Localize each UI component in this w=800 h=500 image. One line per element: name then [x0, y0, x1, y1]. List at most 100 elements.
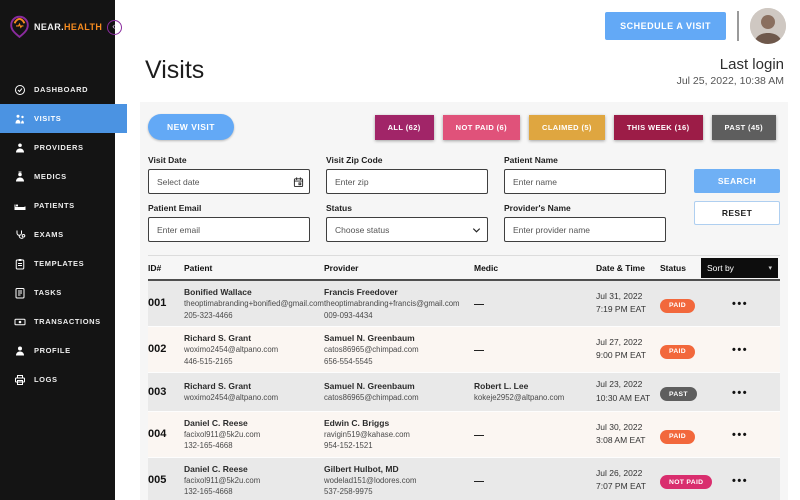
visit-zip-input[interactable] [326, 169, 488, 194]
patient-email-input[interactable] [148, 217, 310, 242]
table-body: 001Bonified Wallacetheoptimabranding+bon… [148, 281, 780, 500]
profile-icon [13, 344, 26, 357]
provider-phone: 656-554-5545 [324, 356, 474, 367]
provider-phone: 537-258-9975 [324, 486, 474, 497]
row-actions-button[interactable]: ••• [732, 387, 748, 399]
sidebar-item-tasks[interactable]: TASKS [0, 278, 115, 307]
tab-claimed[interactable]: CLAIMED (5) [529, 115, 605, 140]
sort-by-dropdown[interactable]: Sort by▾ [701, 258, 778, 278]
patient-email: theoptimabranding+bonified@gmail.com [184, 298, 324, 309]
patient-name: Daniel C. Reese [184, 417, 324, 429]
visit-date: Jul 26, 2022 [596, 467, 660, 481]
sidebar-item-patients[interactable]: PATIENTS [0, 191, 115, 220]
calendar-icon [293, 176, 304, 187]
patients-icon [13, 199, 26, 212]
visit-time: 7:07 PM EAT [596, 480, 660, 494]
exams-icon [13, 228, 26, 241]
patient-name-input[interactable] [504, 169, 666, 194]
provider-email: ravigin519@kahase.com [324, 429, 474, 440]
medics-icon [13, 170, 26, 183]
sidebar-item-label: DASHBOARD [34, 85, 88, 94]
row-actions-button[interactable]: ••• [732, 344, 748, 356]
tab-past[interactable]: PAST (45) [712, 115, 776, 140]
provider-email: catos86965@chimpad.com [324, 392, 474, 403]
visit-datetime: Jul 31, 20227:19 PM EAT [596, 290, 660, 317]
provider-cell: Gilbert Hulbot, MDwodelad151@lodores.com… [324, 463, 474, 498]
main-area: SCHEDULE A VISIT Visits Last login Jul 2… [115, 0, 800, 500]
patient-phone: 132-165-4668 [184, 486, 324, 497]
table-row[interactable]: 004Daniel C. Reesefacixol911@5k2u.com132… [148, 412, 780, 458]
tab-not-paid[interactable]: NOT PAID (6) [443, 115, 520, 140]
visit-date-input[interactable] [148, 169, 310, 194]
patient-cell: Daniel C. Reesefacixol911@5k2u.com132-16… [184, 463, 324, 498]
provider-cell: Francis Freedovertheoptimabranding+franc… [324, 286, 474, 321]
last-login-label: Last login [677, 56, 784, 73]
sidebar-item-label: PROVIDERS [34, 143, 84, 152]
no-medic-dash: — [474, 476, 483, 487]
providers-icon [13, 141, 26, 154]
medic-cell: — [474, 340, 596, 358]
patient-email: facixol911@5k2u.com [184, 475, 324, 486]
new-visit-button[interactable]: NEW VISIT [148, 114, 234, 140]
visit-time: 10:30 AM EAT [596, 392, 660, 406]
sidebar-item-dashboard[interactable]: DASHBOARD [0, 75, 115, 104]
sidebar-item-templates[interactable]: TEMPLATES [0, 249, 115, 278]
patient-name: Richard S. Grant [184, 380, 324, 392]
tab-all[interactable]: ALL (62) [375, 115, 434, 140]
topbar: SCHEDULE A VISIT [115, 0, 800, 52]
visit-date: Jul 31, 2022 [596, 290, 660, 304]
sidebar-item-label: LOGS [34, 375, 58, 384]
filter-field-patient-email: Patient Email [148, 203, 310, 242]
provider-name: Edwin C. Briggs [324, 417, 474, 429]
sidebar-collapse-button[interactable]: ‹ [107, 20, 122, 35]
brand-name-secondary: HEALTH [64, 22, 102, 32]
sidebar: NEAR.HEALTH ‹ DASHBOARDVISITSPROVIDERSME… [0, 0, 115, 500]
visit-time: 3:08 AM EAT [596, 434, 660, 448]
table-row[interactable]: 001Bonified Wallacetheoptimabranding+bon… [148, 281, 780, 327]
sidebar-item-exams[interactable]: EXAMS [0, 220, 115, 249]
last-login: Last login Jul 25, 2022, 10:38 AM [677, 56, 784, 87]
visits-icon [13, 112, 26, 125]
row-actions-button[interactable]: ••• [732, 475, 748, 487]
visit-date: Jul 30, 2022 [596, 421, 660, 435]
filter-fields: Visit DateVisit Zip CodePatient NamePati… [148, 155, 666, 242]
visit-time: 7:19 PM EAT [596, 303, 660, 317]
provider-email: theoptimabranding+francis@gmail.com [324, 298, 474, 309]
visit-datetime: Jul 26, 20227:07 PM EAT [596, 467, 660, 494]
filter-field-visit-zip: Visit Zip Code [326, 155, 488, 194]
filter-label-provider-name: Provider's Name [504, 203, 666, 213]
tab-this-week[interactable]: THIS WEEK (16) [614, 115, 703, 140]
table-row[interactable]: 003Richard S. Grantwoximo2454@altpano.co… [148, 373, 780, 412]
provider-name: Gilbert Hulbot, MD [324, 463, 474, 475]
status-input[interactable] [326, 217, 488, 242]
logs-icon [13, 373, 26, 386]
provider-name: Samuel N. Greenbaum [324, 380, 474, 392]
sidebar-item-visits[interactable]: VISITS [0, 104, 127, 133]
table-row[interactable]: 002Richard S. Grantwoximo2454@altpano.co… [148, 327, 780, 373]
table-row[interactable]: 005Daniel C. Reesefacixol911@5k2u.com132… [148, 458, 780, 500]
search-button[interactable]: SEARCH [694, 169, 780, 193]
sidebar-item-logs[interactable]: LOGS [0, 365, 115, 394]
provider-name-input[interactable] [504, 217, 666, 242]
row-actions-button[interactable]: ••• [732, 429, 748, 441]
schedule-visit-button[interactable]: SCHEDULE A VISIT [605, 12, 726, 40]
sidebar-item-profile[interactable]: PROFILE [0, 336, 115, 365]
no-medic-dash: — [474, 345, 483, 356]
sidebar-nav: DASHBOARDVISITSPROVIDERSMEDICSPATIENTSEX… [0, 75, 115, 394]
reset-button[interactable]: RESET [694, 201, 780, 225]
sidebar-item-transactions[interactable]: TRANSACTIONS [0, 307, 115, 336]
row-actions-button[interactable]: ••• [732, 298, 748, 310]
status-cell: PAID [660, 425, 732, 444]
content-panel: NEW VISIT ALL (62) NOT PAID (6) CLAIMED (5… [140, 102, 788, 500]
patient-name: Bonified Wallace [184, 286, 324, 298]
provider-phone: 954-152-1521 [324, 440, 474, 451]
patient-phone: 446-515-2165 [184, 356, 324, 367]
filter-field-provider-name: Provider's Name [504, 203, 666, 242]
user-avatar[interactable] [750, 8, 786, 44]
sidebar-item-providers[interactable]: PROVIDERS [0, 133, 115, 162]
sidebar-item-medics[interactable]: MEDICS [0, 162, 115, 191]
visit-id: 004 [148, 428, 184, 440]
visit-date: Jul 23, 2022 [596, 378, 660, 392]
status-badge: PAID [660, 430, 695, 444]
sidebar-item-label: EXAMS [34, 230, 64, 239]
